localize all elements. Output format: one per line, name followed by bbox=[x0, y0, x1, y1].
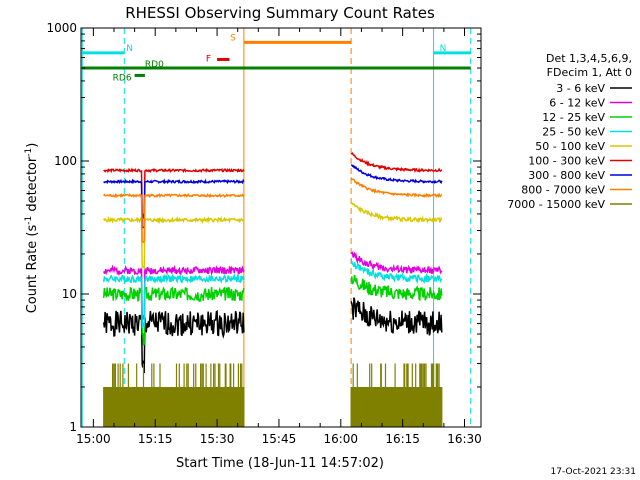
series-line bbox=[103, 178, 245, 230]
flag-label: F bbox=[206, 54, 211, 64]
x-tick-label: 15:45 bbox=[262, 432, 297, 446]
series-line bbox=[102, 272, 245, 329]
legend-label: 100 - 300 keV bbox=[528, 155, 605, 168]
series-line bbox=[103, 264, 245, 321]
series-line bbox=[350, 297, 443, 336]
flag-label: S bbox=[230, 33, 236, 43]
legend-label: 3 - 6 keV bbox=[556, 82, 605, 95]
series-line bbox=[350, 177, 443, 199]
x-axis-label: Start Time (18-Jun-11 14:57:02) bbox=[176, 456, 384, 471]
legend-label: 7000 - 15000 keV bbox=[507, 198, 605, 211]
axes-layer: 15:00 15:15 15:30 15:45 16:00 16:15 16:30 1 10 10… bbox=[46, 21, 481, 446]
y-tick-label: 10 bbox=[62, 287, 77, 301]
chart-title: RHESSI Observing Summary Count Rates bbox=[125, 4, 435, 22]
legend-label: 25 - 50 keV bbox=[542, 126, 605, 139]
series-line bbox=[350, 201, 443, 224]
y-axis-label: Count Rate (s-1 detector-1) bbox=[24, 143, 40, 314]
legend-label: 12 - 25 keV bbox=[542, 111, 605, 124]
x-tick-label: 15:30 bbox=[200, 432, 235, 446]
y-tick-label: 100 bbox=[54, 154, 77, 168]
plot-frame bbox=[80, 27, 482, 428]
flag-label: RD6 bbox=[113, 73, 132, 83]
data-layer: N N S F RD0 RD6 bbox=[81, 28, 472, 427]
legend-header: FDecim 1, Att 0 bbox=[547, 66, 632, 79]
series-line bbox=[350, 152, 443, 174]
series-line bbox=[350, 258, 443, 285]
legend-label: 6 - 12 keV bbox=[549, 97, 605, 110]
x-tick-label: 16:15 bbox=[385, 432, 420, 446]
series-line bbox=[103, 167, 245, 219]
x-tick-label: 15:15 bbox=[138, 432, 173, 446]
legend-label: 800 - 7000 keV bbox=[521, 184, 605, 197]
series-line bbox=[102, 309, 245, 374]
legend-label: 50 - 100 keV bbox=[535, 140, 605, 153]
x-tick-label: 16:30 bbox=[447, 432, 482, 446]
series-line bbox=[102, 286, 245, 346]
x-tick-label: 15:00 bbox=[76, 432, 111, 446]
flag-label: RD0 bbox=[145, 60, 164, 70]
flag-label: N bbox=[440, 44, 447, 54]
flag-label: N bbox=[126, 44, 133, 54]
series-line bbox=[350, 363, 443, 427]
legend-label: 300 - 800 keV bbox=[528, 169, 605, 182]
y-tick-label: 1 bbox=[69, 420, 77, 434]
series-line bbox=[350, 164, 443, 185]
series-line bbox=[103, 192, 245, 244]
x-tick-label: 16:00 bbox=[323, 432, 358, 446]
y-tick-label: 1000 bbox=[46, 21, 77, 35]
series-line bbox=[103, 215, 245, 271]
footer-date: 17-Oct-2021 23:31 bbox=[551, 467, 636, 477]
legend-header: Det 1,3,4,5,6,9, bbox=[546, 52, 632, 65]
legend: Det 1,3,4,5,6,9,FDecim 1, Att 0 3 - 6 keV… bbox=[507, 52, 632, 211]
series-line bbox=[350, 274, 443, 302]
series-line bbox=[350, 251, 443, 275]
series-line bbox=[103, 363, 245, 427]
